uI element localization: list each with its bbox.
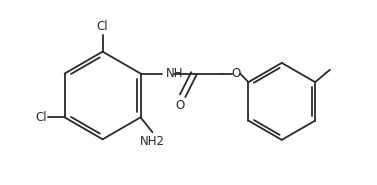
Text: Cl: Cl bbox=[97, 20, 109, 33]
Text: O: O bbox=[231, 67, 241, 80]
Text: NH2: NH2 bbox=[140, 134, 165, 148]
Text: Cl: Cl bbox=[35, 111, 47, 124]
Text: O: O bbox=[176, 99, 185, 112]
Text: NH: NH bbox=[166, 67, 183, 80]
